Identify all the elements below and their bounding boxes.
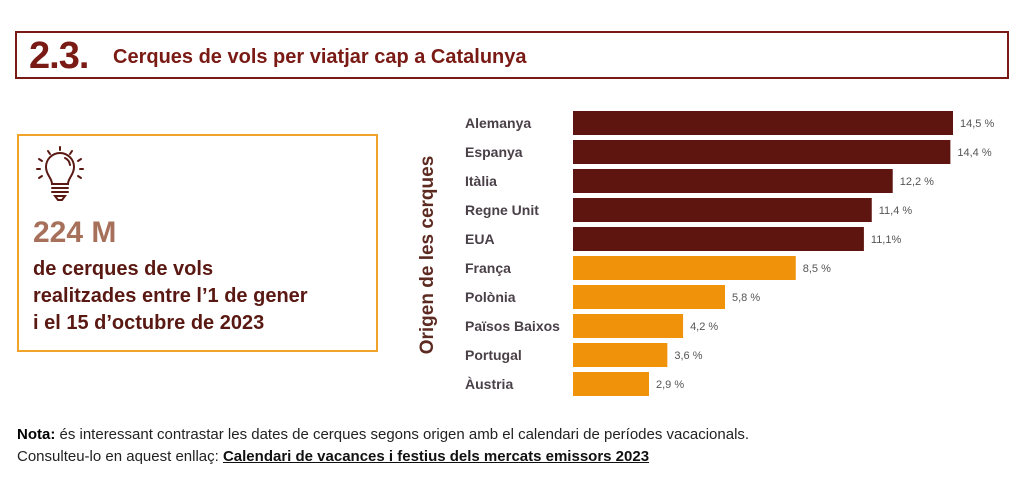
category-label: EUA	[465, 231, 495, 247]
calendar-link[interactable]: Calendari de vacances i festius dels mer…	[222, 448, 650, 465]
value-label: 5,8 %	[732, 292, 760, 304]
category-label: Portugal	[465, 347, 522, 363]
category-label: Àustria	[465, 376, 513, 392]
value-label: 3,6 %	[674, 350, 702, 362]
category-label: Polònia	[465, 289, 516, 305]
bar	[573, 169, 893, 193]
bar-chart: Alemanya 14,5 % Espanya 14,4 % Itàlia 12,2 % R…	[465, 111, 994, 396]
category-label: Alemanya	[465, 115, 531, 131]
section-title: Cerques de vols per viatjar cap a Catalu…	[113, 46, 527, 68]
value-label: 4,2 %	[690, 321, 718, 333]
value-label: 14,4 %	[957, 147, 991, 159]
note-link-prefix: Consulteu-lo en aquest enllaç:	[17, 448, 223, 465]
category-label: Regne Unit	[465, 202, 539, 218]
section-number: 2.3.	[29, 35, 89, 77]
category-label: Itàlia	[465, 173, 497, 189]
info-line: realitzades entre l’1 de gener	[33, 285, 308, 307]
value-label: 12,2 %	[900, 176, 934, 188]
value-label: 8,5 %	[803, 263, 831, 275]
note-line: Nota: és interessant contrastar les date…	[17, 424, 749, 446]
bar	[573, 314, 684, 338]
bar	[573, 111, 953, 135]
y-axis-label: Origen de les cerques	[417, 155, 438, 355]
value-label: 11,4 %	[879, 205, 913, 217]
lightbulb-icon	[36, 146, 84, 201]
value-label: 11,1%	[871, 234, 902, 246]
section-header: 2.3. Cerques de vols per viatjar cap a C…	[15, 31, 1009, 79]
note: Nota: és interessant contrastar les date…	[17, 424, 749, 468]
bar	[573, 227, 864, 251]
note-link-line: Consulteu-lo en aquest enllaç: Calendari…	[17, 446, 749, 468]
bar	[573, 343, 668, 367]
category-label: Països Baixos	[465, 318, 560, 334]
info-line: de cerques de vols	[33, 258, 214, 280]
value-label: 2,9 %	[656, 379, 684, 391]
bar	[573, 198, 872, 222]
total-searches-value: 224 M	[33, 216, 117, 249]
info-line: i el 15 d’octubre de 2023	[33, 312, 265, 334]
bar	[573, 372, 649, 396]
note-label: Nota:	[17, 426, 56, 443]
bar	[573, 140, 951, 164]
category-label: Espanya	[465, 144, 523, 160]
value-label: 14,5 %	[960, 118, 994, 130]
bar	[573, 285, 725, 309]
category-label: França	[465, 260, 511, 276]
bar	[573, 256, 796, 280]
info-box: 224 M de cerques de vols realitzades ent…	[17, 134, 378, 352]
info-description: de cerques de vols realitzades entre l’1…	[33, 256, 373, 337]
note-text: és interessant contrastar les dates de c…	[55, 426, 750, 443]
